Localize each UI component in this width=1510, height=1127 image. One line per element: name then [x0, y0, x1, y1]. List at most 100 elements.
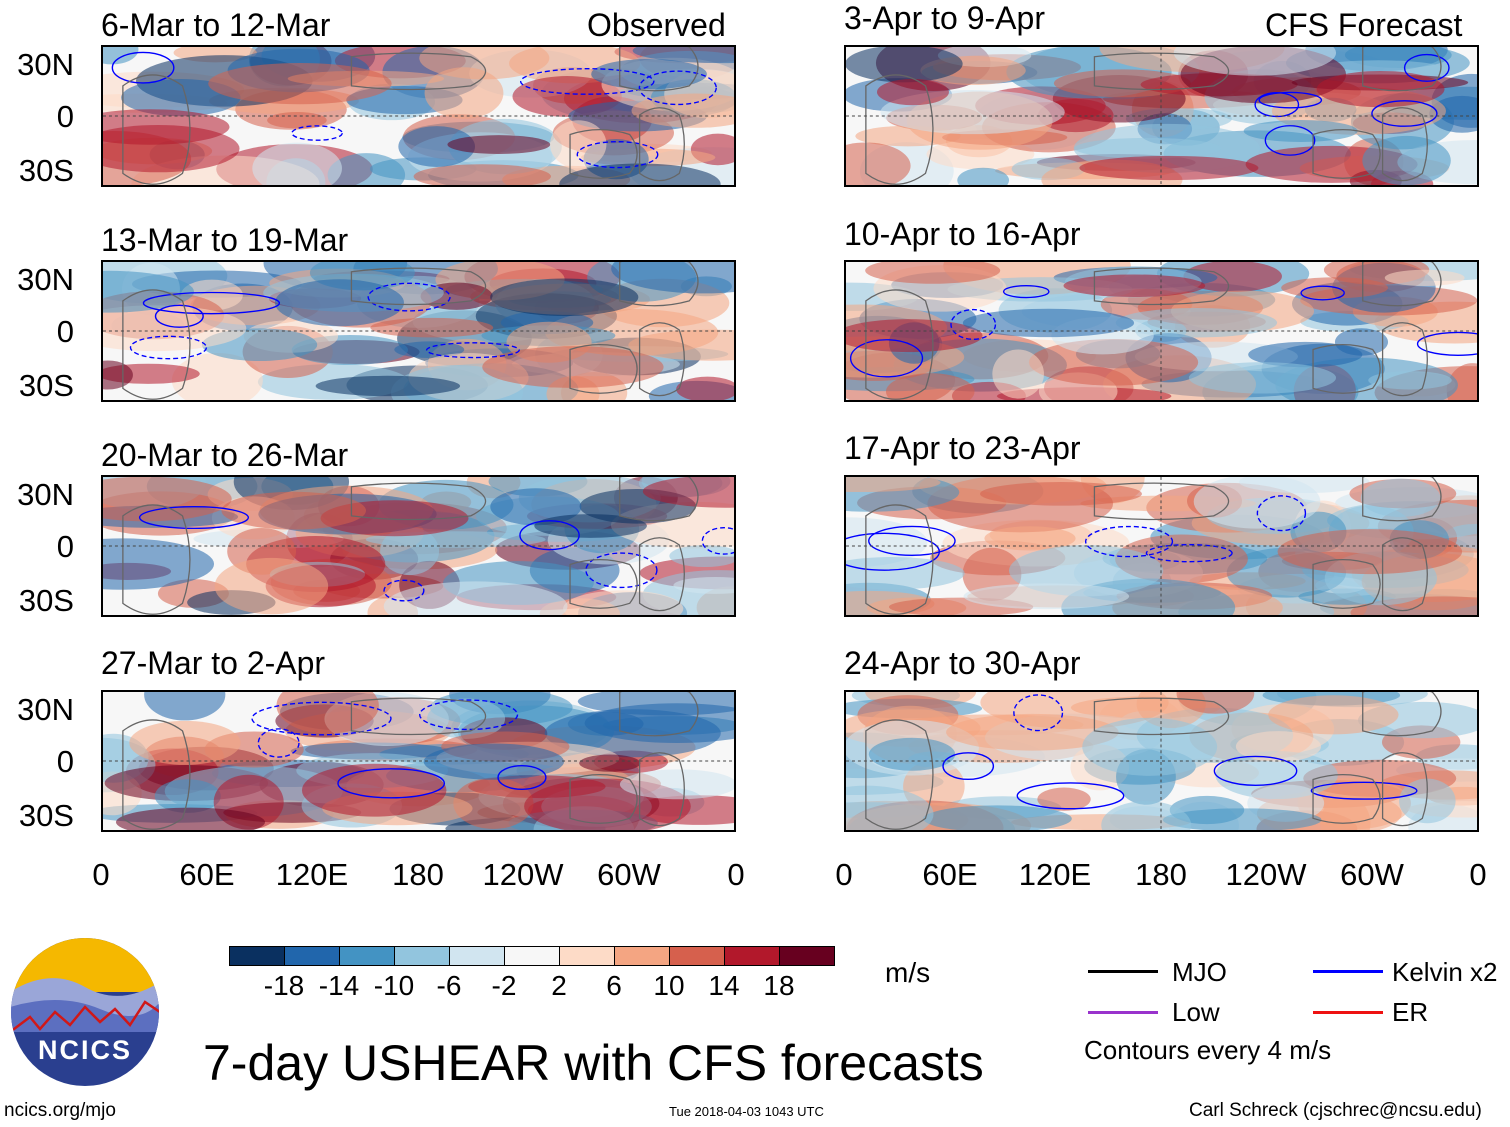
shear-anomaly-blob: [490, 488, 582, 526]
y-tick-row2-30n: 30N: [17, 262, 74, 297]
shear-anomaly-blob: [1037, 787, 1091, 811]
x-tick-right-0: 0: [835, 857, 853, 892]
colorbar-swatch: [669, 946, 725, 966]
y-tick-row4-30n: 30N: [17, 692, 74, 727]
colorbar-swatch: [394, 946, 450, 966]
coastline: [1381, 322, 1428, 397]
kelvin-contour: [383, 579, 425, 602]
x-tick-right-120w: 120W: [1225, 857, 1307, 892]
shear-anomaly-blob: [923, 805, 1072, 830]
kelvin-contour: [638, 70, 717, 106]
colorbar-swatch: [284, 946, 340, 966]
x-tick-left-0: 0: [92, 857, 110, 892]
coastline: [122, 74, 191, 185]
kelvin-contour: [111, 51, 175, 84]
kelvin-contour: [1310, 781, 1418, 800]
observed-label: Observed: [587, 7, 726, 43]
kelvin-contour: [142, 291, 281, 315]
legend-kelvin-label: Kelvin x2: [1392, 957, 1498, 987]
legend-kelvin-line: [1313, 970, 1383, 973]
coastline: [1312, 558, 1381, 609]
kelvin-contour: [701, 527, 734, 555]
kelvin-contour: [1300, 285, 1345, 301]
coastline: [619, 262, 699, 307]
kelvin-contour: [1145, 543, 1233, 563]
map-panel-fc-1: [844, 45, 1479, 187]
coastline: [1312, 128, 1381, 179]
shear-anomaly-blob: [1188, 362, 1337, 394]
shear-anomaly-blob: [579, 754, 641, 772]
shear-anomaly-blob: [171, 352, 263, 400]
kelvin-contour: [1213, 755, 1298, 786]
shear-anomaly-blob: [1173, 47, 1337, 76]
colorbar-tick-label: -2: [491, 970, 517, 1001]
y-tick-row1-30n: 30N: [17, 47, 74, 82]
shear-anomaly-blob: [394, 341, 465, 358]
shear-anomaly-blob: [1063, 274, 1206, 297]
shear-anomaly-blob: [550, 120, 607, 169]
shear-anomaly-blob: [252, 142, 342, 185]
coastline: [350, 697, 487, 736]
shear-anomaly-blob: [846, 142, 911, 185]
y-tick-row1-eq: 0: [56, 99, 74, 134]
coastline: [1381, 752, 1428, 827]
map-panel-obs-3: [101, 475, 736, 617]
legend-low-label: Low: [1172, 997, 1220, 1027]
shear-anomaly-blob: [885, 373, 975, 400]
ncics-logo: NCICS: [11, 938, 159, 1086]
coastline: [122, 504, 191, 615]
colorbar-tick-label: 10: [653, 970, 685, 1001]
colorbar-tick-label: 18: [763, 970, 795, 1001]
shear-anomaly-blob: [423, 743, 565, 780]
shear-anomaly-blob: [1360, 478, 1441, 518]
shear-anomaly-blob: [290, 742, 450, 760]
shear-anomaly-blob: [214, 557, 329, 615]
colorbar-tick-label: 6: [606, 970, 622, 1001]
y-tick-row4-eq: 0: [56, 744, 74, 779]
x-tick-left-60w: 60W: [597, 857, 661, 892]
y-tick-row2-30s: 30S: [18, 368, 74, 403]
shear-anomaly-blob: [632, 47, 734, 64]
shear-anomaly-blob: [144, 692, 226, 721]
shear-anomaly-blob: [370, 317, 494, 338]
y-tick-row2-eq: 0: [56, 314, 74, 349]
shear-anomaly-blob: [208, 62, 392, 105]
shear-anomaly-blob: [301, 763, 447, 817]
shear-anomaly-blob: [103, 109, 230, 145]
coastline: [569, 343, 638, 394]
shear-anomaly-blob: [482, 346, 664, 388]
legend-low-line: [1088, 1011, 1158, 1014]
shear-anomaly-blob: [1082, 717, 1218, 776]
coastline: [350, 482, 487, 521]
kelvin-contour: [291, 125, 343, 141]
map-panel-fc-3: [844, 475, 1479, 617]
shear-anomaly-blob: [424, 67, 504, 119]
shear-anomaly-blob: [876, 78, 949, 106]
coastline: [619, 477, 699, 522]
kelvin-contour: [154, 304, 204, 328]
shear-anomaly-blob: [1215, 750, 1338, 800]
colorbar-swatch: [449, 946, 505, 966]
shear-anomaly-blob: [846, 785, 934, 830]
kelvin-contour: [1264, 125, 1316, 156]
kelvin-contour: [257, 728, 300, 758]
shear-anomaly-blob: [1074, 137, 1221, 159]
shear-anomaly-blob: [846, 319, 983, 353]
shear-anomaly-blob: [563, 590, 684, 615]
panel-title-obs-1: 6-Mar to 12-Mar: [101, 7, 331, 43]
shear-anomaly-blob: [383, 581, 568, 615]
site-url[interactable]: ncics.org/mjo: [4, 1100, 116, 1121]
coastline: [569, 128, 638, 179]
shear-anomaly-blob: [380, 527, 440, 576]
figure-title: 7-day USHEAR with CFS forecasts: [203, 1035, 984, 1091]
kelvin-contour: [519, 520, 580, 551]
shear-anomaly-blob: [315, 375, 461, 397]
x-tick-left-180: 180: [392, 857, 444, 892]
shear-anomaly-blob: [992, 349, 1044, 399]
shear-anomaly-blob: [846, 477, 941, 493]
kelvin-contour: [1416, 331, 1477, 356]
shear-anomaly-blob: [673, 576, 734, 594]
colorbar-swatch: [614, 946, 670, 966]
shear-anomaly-blob: [962, 308, 1135, 338]
